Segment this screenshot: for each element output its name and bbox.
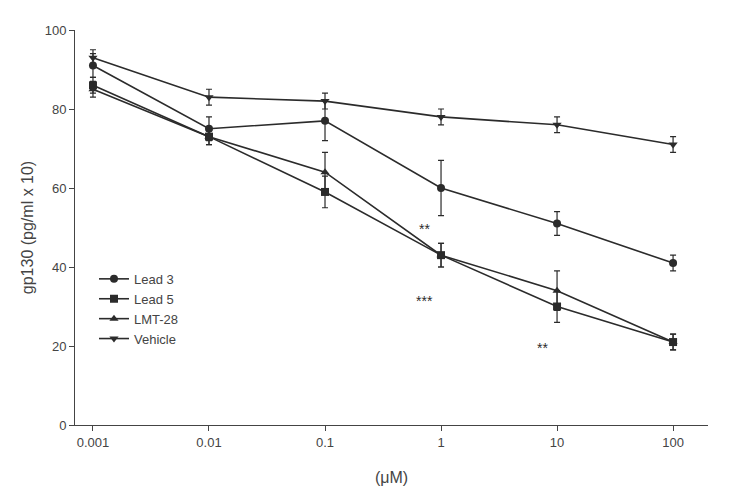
svg-text:100: 100 (45, 23, 67, 38)
svg-text:Lead 5: Lead 5 (134, 292, 174, 307)
svg-text:***: *** (416, 293, 433, 309)
svg-text:60: 60 (52, 181, 66, 196)
svg-text:0.01: 0.01 (196, 435, 221, 450)
svg-text:gp130 (pg/ml x 10): gp130 (pg/ml x 10) (19, 161, 36, 294)
svg-text:0.001: 0.001 (77, 435, 110, 450)
svg-text:**: ** (419, 221, 430, 237)
svg-text:(μM): (μM) (375, 469, 408, 486)
svg-text:0.1: 0.1 (316, 435, 334, 450)
svg-text:80: 80 (52, 102, 66, 117)
svg-text:1: 1 (437, 435, 444, 450)
svg-text:10: 10 (550, 435, 564, 450)
svg-text:100: 100 (662, 435, 684, 450)
svg-text:Lead 3: Lead 3 (134, 272, 174, 287)
svg-text:LMT-28: LMT-28 (134, 312, 178, 327)
svg-text:20: 20 (52, 339, 66, 354)
svg-text:40: 40 (52, 260, 66, 275)
svg-text:0: 0 (59, 418, 66, 433)
svg-text:**: ** (537, 340, 548, 356)
svg-text:Vehicle: Vehicle (134, 332, 176, 347)
